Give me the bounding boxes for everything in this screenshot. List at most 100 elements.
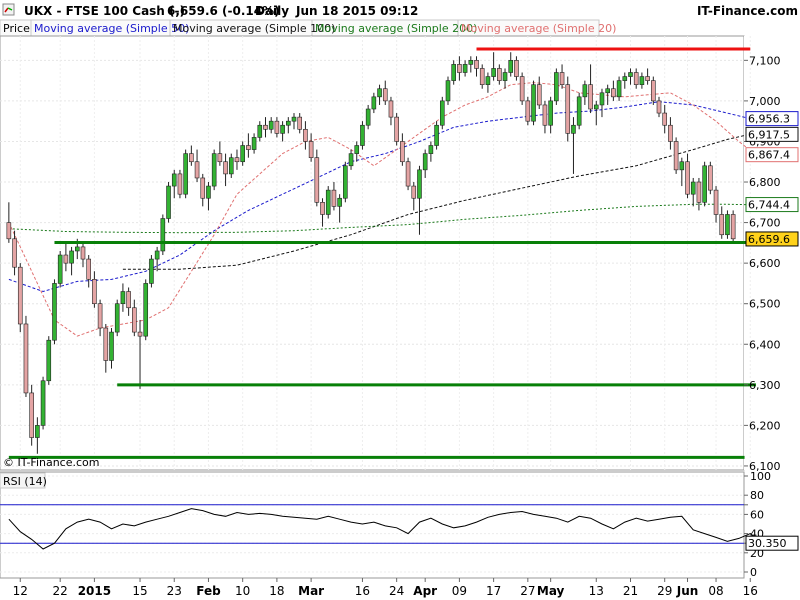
legend: Price Moving average (Simple 50) Moving … <box>0 19 616 37</box>
candle-body <box>297 116 303 130</box>
moving-averages <box>8 82 757 337</box>
candle-body <box>52 283 57 341</box>
candle-body <box>451 64 456 81</box>
value-label-box <box>745 147 799 163</box>
candle-body <box>12 238 17 268</box>
candle-body <box>143 283 149 337</box>
candle-body <box>137 331 143 337</box>
price-tick-label: 6,400 <box>749 338 781 351</box>
rsi-panel <box>0 471 745 579</box>
candle-body <box>502 72 508 81</box>
candle-body <box>622 76 628 81</box>
date-tick-label: May <box>537 584 565 598</box>
candle-body <box>251 137 257 150</box>
date-tick-label: 15 <box>132 584 147 598</box>
candle-body <box>605 88 610 94</box>
candle-body <box>474 60 479 69</box>
candle-body <box>462 64 468 73</box>
price-tick-label: 6,100 <box>749 460 781 473</box>
rsi-tick-label: 80 <box>750 489 764 502</box>
candle-body <box>708 165 713 191</box>
candle-body <box>651 80 656 102</box>
price-tick-label: 7,000 <box>749 95 781 108</box>
candle-body <box>200 177 206 199</box>
candle-body <box>645 76 650 81</box>
period-label: Daily <box>255 4 289 18</box>
right-labels: 6,956.3 6,917.5 6,867.4 6,744.4 6,659.6 <box>745 111 799 247</box>
candle-body <box>92 279 97 305</box>
candle-body <box>240 145 245 163</box>
value-label-box <box>745 111 799 127</box>
date-tick-label: Apr <box>413 584 437 598</box>
date-tick-label: 16 <box>743 584 758 598</box>
header-icon <box>2 3 15 16</box>
legend-ma100[interactable]: Moving average (Simple 100) <box>173 22 335 35</box>
candle-body <box>126 291 131 309</box>
candle-body <box>662 112 668 126</box>
price-tick-label: 7,100 <box>749 54 781 67</box>
candle-body <box>234 157 240 163</box>
candle-body <box>411 185 417 199</box>
ma-line <box>8 82 757 337</box>
candle-body <box>286 120 291 126</box>
legend-ma20[interactable]: Moving average (Simple 20) <box>461 22 616 35</box>
ma-line <box>122 133 751 270</box>
candle-body <box>171 173 177 187</box>
value-label-box <box>745 231 799 247</box>
value-label: 6,917.5 <box>748 128 790 141</box>
date-tick-label: 10 <box>235 584 250 598</box>
candle-body <box>35 425 40 438</box>
candle-body <box>673 141 679 171</box>
candle-body <box>400 141 405 163</box>
candle-body <box>194 161 200 179</box>
date-tick-label: 16 <box>355 584 370 598</box>
candle-body <box>554 72 559 102</box>
candle-body <box>394 116 399 142</box>
value-label: 6,956.3 <box>748 113 790 126</box>
candle-body <box>445 80 451 102</box>
rsi-line-group <box>8 508 763 550</box>
candle-body <box>257 124 263 138</box>
date-tick-label: 17 <box>486 584 501 598</box>
rsi-value-box <box>745 535 799 551</box>
candle-body <box>439 100 445 126</box>
legend-ma200[interactable]: Moving average (Simple 200) <box>315 22 477 35</box>
candle-body <box>80 246 86 260</box>
candle-body <box>97 303 103 329</box>
candle-body <box>565 84 571 134</box>
candle-body <box>571 124 576 134</box>
candle-body <box>69 250 74 264</box>
candle-body <box>582 84 588 98</box>
candle-body <box>417 169 422 199</box>
candle-body <box>6 222 12 240</box>
datetime-label: Jun 18 2015 09:12 <box>295 4 418 18</box>
rsi-tick-label: 0 <box>750 566 757 579</box>
price-tick-label: 6,500 <box>749 298 781 311</box>
date-tick-label: 23 <box>167 584 182 598</box>
legend-ma50[interactable]: Moving average (Simple 50) <box>34 22 189 35</box>
candle-body <box>485 76 491 85</box>
candle-body <box>132 307 137 333</box>
candle-body <box>690 181 696 195</box>
date-tick-label: 24 <box>389 584 404 598</box>
candle-body <box>223 161 228 175</box>
candle-body <box>343 165 348 199</box>
legend-price[interactable]: Price <box>3 22 30 35</box>
candle-body <box>497 68 502 81</box>
candle-body <box>616 80 622 98</box>
candle-body <box>428 145 434 154</box>
candle-body <box>548 100 553 126</box>
candle-body <box>725 214 730 236</box>
candle-body <box>365 108 371 126</box>
date-tick-label: 29 <box>657 584 672 598</box>
candle-body <box>457 64 462 73</box>
date-tick-label: Jun <box>676 584 699 598</box>
candle-body <box>422 153 428 171</box>
date-tick-label: Feb <box>196 584 221 598</box>
candle-body <box>371 96 377 110</box>
candle-body <box>639 76 645 85</box>
date-tick-label: 13 <box>589 584 604 598</box>
date-tick-label: 27 <box>520 584 535 598</box>
date-tick-label: 08 <box>708 584 723 598</box>
